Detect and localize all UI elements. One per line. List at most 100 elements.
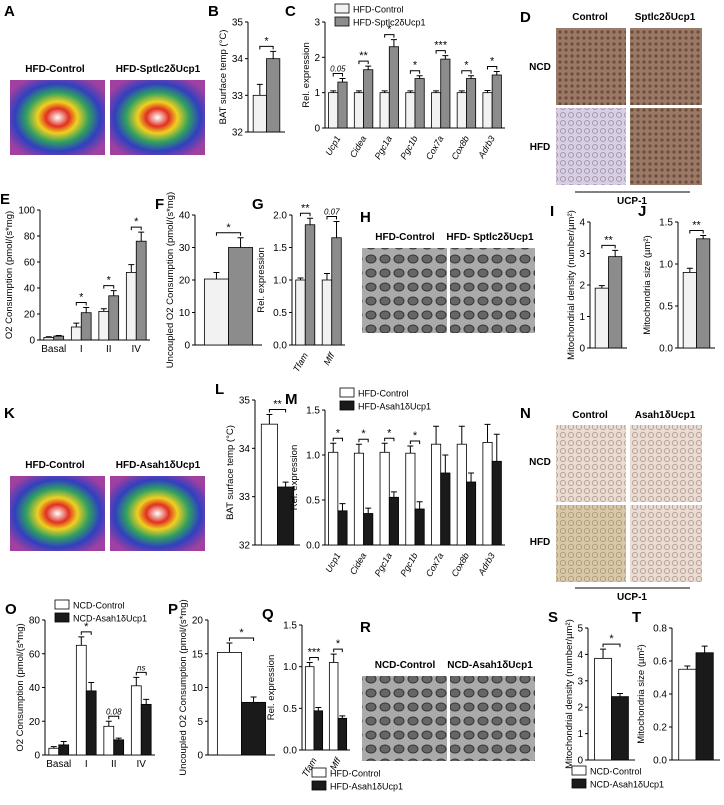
y-axis-label: O2 Consumption (pmol/(s*mg)	[15, 623, 26, 751]
caption: HFD-Asah1δUcp1	[116, 460, 201, 471]
y-tick-label: 0.5	[306, 496, 320, 507]
y-axis-label: Mitochondrial density (number/µm²)	[566, 210, 577, 360]
y-tick-label: 40	[179, 211, 191, 222]
error-bar	[110, 290, 117, 296]
thermal-image	[110, 476, 205, 551]
y-tick-label: 0.5	[283, 704, 297, 715]
error-bar	[307, 217, 314, 225]
y-tick-label: 60	[29, 649, 41, 660]
y-axis-label: BAT surface temp (°C)	[218, 30, 229, 125]
x-tick-label: Adrb3	[476, 134, 497, 161]
panel-letter: G	[252, 196, 264, 213]
sig-bracket	[75, 302, 87, 306]
y-tick-label: 3	[577, 676, 583, 687]
sig-bracket	[108, 715, 120, 720]
y-tick-label: 1	[579, 312, 585, 323]
x-tick-label: Cox7a	[424, 134, 446, 162]
legend-swatch	[339, 387, 355, 398]
legend-label: NCD-Control	[73, 601, 125, 611]
bar	[328, 662, 339, 751]
sig-label: **	[273, 399, 282, 411]
y-tick-label: 0.5	[659, 302, 673, 313]
error-bar	[416, 501, 423, 509]
y-tick-label: 60	[24, 258, 36, 269]
bar	[328, 451, 339, 546]
sig-label: *	[387, 24, 392, 36]
sig-label: *	[336, 427, 341, 439]
bar	[682, 271, 697, 349]
histology-image	[556, 108, 626, 185]
y-tick-label: 1.0	[306, 451, 320, 462]
stain-label: UCP-1	[617, 592, 647, 603]
x-tick-label: Cox8b	[449, 551, 471, 579]
legend-swatch	[339, 400, 355, 411]
error-bar	[88, 681, 95, 691]
error-bar	[355, 90, 362, 93]
panel-letter: S	[548, 609, 558, 626]
bar	[321, 279, 333, 346]
error-bar	[133, 676, 140, 686]
error-bar	[256, 83, 263, 96]
bar	[353, 452, 364, 546]
panel-letter: L	[215, 381, 224, 398]
error-bar	[333, 221, 340, 238]
error-bar	[442, 454, 449, 473]
y-tick-label: 0	[34, 751, 40, 762]
sig-bracket	[80, 631, 92, 635]
error-bar	[330, 90, 337, 93]
sig-bracket	[228, 637, 255, 641]
y-tick-label: 30	[179, 243, 191, 254]
bar	[328, 92, 339, 129]
legend-swatch	[334, 3, 350, 14]
sig-bracket	[299, 212, 311, 217]
error-bar	[105, 720, 112, 727]
sig-label: 0.07	[324, 208, 340, 217]
error-bar	[381, 90, 388, 93]
y-tick-label: 20	[179, 276, 191, 287]
error-bar	[50, 746, 57, 749]
caption: NCD-Asah1δUcp1	[447, 660, 533, 671]
panel-letter: P	[168, 601, 178, 618]
bar	[103, 725, 115, 756]
sig-label: *	[413, 430, 418, 442]
error-bar	[315, 707, 322, 711]
bar	[431, 443, 442, 546]
y-tick-label: 0.5	[273, 308, 287, 319]
stain-label: UCP-1	[617, 196, 647, 207]
bar	[482, 92, 493, 129]
x-tick-label: Pgc1a	[373, 134, 394, 161]
bar	[491, 460, 502, 546]
bar	[594, 657, 612, 761]
y-tick-label: 1.0	[273, 276, 287, 287]
error-bar	[468, 472, 475, 482]
sig-bracket	[435, 50, 446, 54]
y-tick-label: 0.0	[659, 344, 673, 355]
bar	[85, 690, 97, 756]
bar-chart: L 32 33 34 35 BAT surface temp (°C) **	[215, 381, 300, 552]
x-tick-label: IV	[132, 344, 142, 355]
panel-letter: F	[155, 196, 164, 213]
bar	[304, 224, 316, 346]
histology-image	[556, 28, 626, 105]
sig-label: *	[387, 427, 392, 439]
bar	[295, 279, 306, 346]
sig-bracket	[135, 671, 147, 676]
sig-bracket	[103, 285, 115, 289]
error-bar	[55, 334, 62, 337]
y-tick-label: 33	[232, 91, 244, 102]
em-image	[362, 248, 447, 333]
error-bar	[484, 423, 491, 443]
sig-bracket	[358, 60, 369, 65]
panel-letter: B	[208, 3, 219, 20]
y-axis-label: Rel. expression	[256, 247, 267, 312]
y-tick-label: 34	[239, 444, 251, 455]
bar	[414, 78, 425, 129]
y-tick-label: 0	[577, 756, 583, 767]
error-bar	[684, 665, 691, 670]
legend-swatch	[311, 767, 327, 778]
caption: NCD-Control	[375, 660, 436, 671]
legend-swatch	[311, 780, 327, 791]
panel-letter: N	[520, 405, 531, 422]
